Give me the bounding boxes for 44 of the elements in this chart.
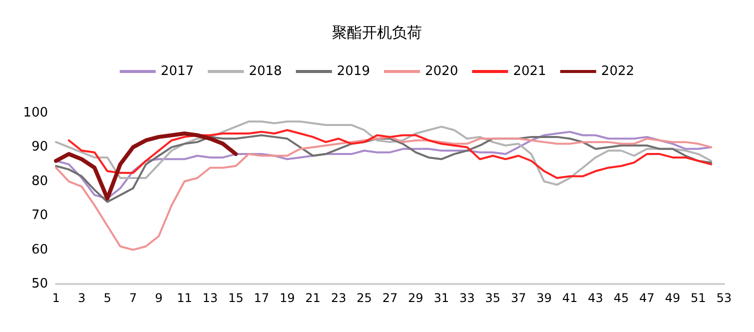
x-tick-label: 21 (305, 291, 321, 305)
legend-label: 2020 (425, 64, 458, 79)
y-tick-label: 100 (23, 106, 48, 120)
line-series (55, 136, 712, 251)
y-tick-label: 70 (31, 208, 48, 224)
x-tick-label: 53 (716, 291, 732, 305)
legend-label: 2021 (513, 64, 546, 79)
y-tick-label: 60 (31, 242, 48, 258)
x-tick-label: 5 (104, 291, 112, 305)
x-tick-label: 17 (254, 291, 270, 305)
x-tick-label: 33 (459, 291, 475, 305)
line-series (54, 132, 238, 200)
x-tick-label: 25 (356, 291, 372, 305)
x-tick-label: 9 (154, 291, 163, 305)
legend-label: 2018 (248, 64, 282, 79)
x-tick-label: 27 (382, 291, 398, 305)
x-tick-label: 31 (434, 291, 450, 305)
legend-label: 2017 (160, 64, 194, 79)
x-tick-label: 7 (129, 291, 137, 305)
x-tick-label: 35 (485, 291, 500, 305)
x-tick-label: 49 (664, 291, 680, 305)
x-tick-label: 51 (690, 291, 706, 305)
x-tick-label: 39 (536, 291, 552, 305)
x-tick-label: 23 (330, 291, 346, 305)
line-series (68, 129, 712, 179)
x-tick-label: 15 (228, 291, 244, 305)
chart-title: 聚酯开机负荷 (332, 24, 422, 42)
y-tick-label: 80 (31, 174, 48, 189)
x-tick-label: 11 (176, 291, 192, 305)
line-series (55, 120, 712, 186)
x-tick-label: 41 (562, 291, 578, 305)
x-tick-label: 37 (510, 291, 526, 305)
y-tick-label: 50 (31, 276, 48, 292)
x-tick-label: 1 (52, 291, 60, 305)
x-tick-label: 13 (202, 291, 218, 305)
legend-label: 2022 (601, 64, 634, 79)
x-tick-label: 47 (639, 291, 655, 305)
legend-label: 2019 (336, 64, 370, 79)
x-tick-label: 3 (78, 291, 86, 305)
x-tick-label: 19 (280, 291, 295, 305)
x-tick-label: 43 (588, 291, 604, 305)
x-tick-label: 29 (408, 291, 424, 305)
x-tick-label: 45 (614, 291, 629, 305)
y-tick-label: 90 (31, 140, 48, 155)
